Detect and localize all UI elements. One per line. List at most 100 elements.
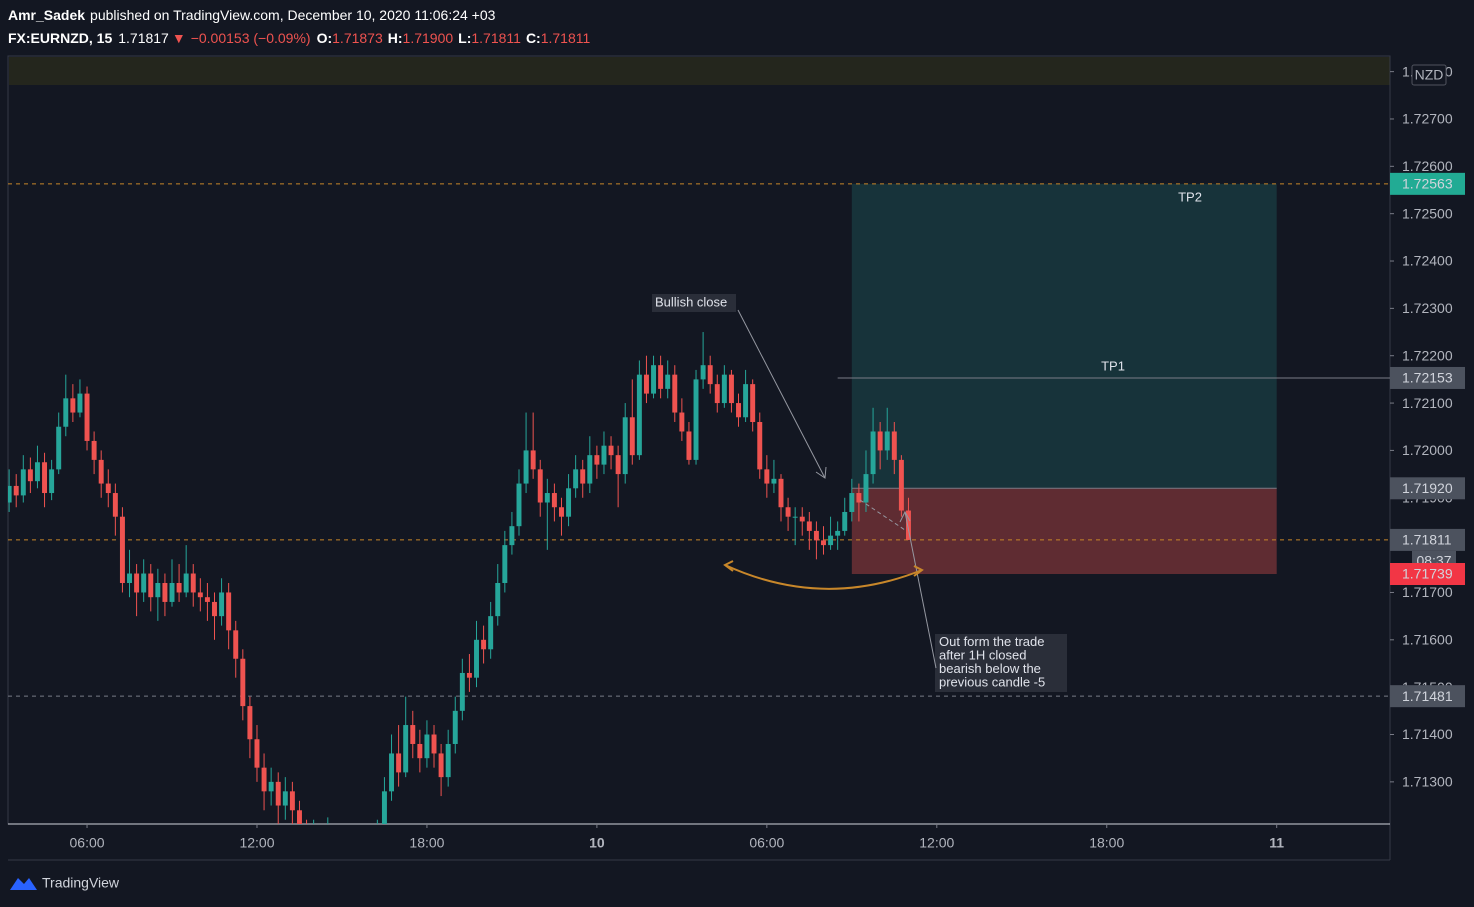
candle-body — [856, 493, 862, 503]
candle-body — [105, 483, 111, 494]
candle-body — [898, 459, 904, 511]
candle-body — [27, 469, 33, 482]
out-line: previous candle -5 — [939, 675, 1045, 690]
candle-body — [417, 743, 423, 759]
low-value: 1.71811 — [471, 30, 521, 46]
x-tick-label: 06:00 — [70, 835, 105, 851]
candle-body — [594, 455, 600, 465]
candle-body — [155, 582, 161, 598]
bullish-box — [652, 294, 736, 312]
candle-body — [686, 431, 692, 460]
brand: TradingView — [10, 875, 120, 891]
brand-name: TradingView — [42, 875, 120, 891]
candle-body — [771, 478, 777, 484]
top-band — [9, 57, 1390, 85]
position-layer — [851, 183, 1277, 574]
candle-body — [679, 412, 685, 432]
candle-body — [34, 462, 40, 482]
out-arrowhead — [899, 510, 911, 523]
candle-body — [488, 616, 494, 650]
candle-body — [20, 469, 26, 496]
candle-body — [580, 469, 586, 484]
out-line: bearish below the — [939, 661, 1041, 676]
candle-body — [502, 545, 508, 583]
out-line: after 1H closed — [939, 648, 1026, 663]
candle-body — [721, 374, 727, 404]
candle-body — [537, 469, 543, 503]
candle-body — [622, 417, 628, 475]
close-label: C: — [526, 30, 541, 46]
change: −0.00153 (−0.09%) — [191, 30, 311, 46]
x-tick-label: 06:00 — [749, 835, 784, 851]
x-tick-label: 12:00 — [919, 835, 954, 851]
stop-zone — [851, 488, 1277, 574]
candle-body — [141, 573, 147, 593]
change-arrow: ▼ — [172, 30, 186, 46]
candle-body — [42, 462, 48, 494]
candle-body — [757, 422, 763, 470]
price-label: 1.71481 — [1402, 688, 1453, 704]
candle-body — [905, 510, 911, 540]
candle-body — [608, 445, 614, 456]
candle-body — [445, 743, 451, 778]
candle-body — [601, 445, 607, 465]
candle-body — [396, 753, 402, 773]
currency-box — [1411, 64, 1447, 86]
last-price: 1.71817 — [118, 30, 169, 46]
y-tick-label: 1.71400 — [1402, 726, 1453, 742]
candle-body — [63, 398, 69, 427]
level-lines — [8, 183, 1390, 697]
candle-body — [56, 426, 62, 470]
dashed-pointer — [859, 499, 906, 531]
high-label: H: — [388, 30, 403, 46]
out-label: Out form the trade after 1H closed bearish… — [939, 634, 1045, 690]
candle-body — [403, 725, 409, 773]
x-tick-label: 10 — [589, 835, 605, 851]
candle-body — [530, 450, 536, 470]
bullish-arrowhead — [815, 466, 827, 479]
y-tick-label: 1.72500 — [1402, 205, 1453, 221]
candle-body — [587, 455, 593, 484]
open-label: O: — [317, 30, 333, 46]
candle-body — [693, 379, 699, 460]
price-label-box — [1390, 172, 1465, 195]
candle-body — [615, 455, 621, 475]
candle-body — [240, 658, 246, 707]
bullish-label: Bullish close — [655, 294, 727, 309]
currency: NZD — [1415, 67, 1444, 83]
y-tick-label: 1.72700 — [1402, 111, 1453, 127]
price-label: 1.72153 — [1402, 370, 1453, 386]
candle-body — [559, 507, 564, 517]
candle-body — [289, 791, 295, 811]
candle-body — [778, 478, 784, 508]
candle-body — [636, 374, 642, 456]
y-tick-label: 1.72600 — [1402, 158, 1453, 174]
price-label-box — [1390, 528, 1465, 551]
candle-body — [728, 374, 734, 404]
candle-body — [495, 582, 501, 617]
candle-body — [707, 365, 713, 385]
price-label: 1.71811 — [1402, 532, 1452, 548]
candle-body — [91, 440, 97, 460]
candle-body — [424, 734, 430, 759]
header-line-1: Amr_Sadek published on TradingView.com, D… — [8, 7, 496, 23]
arc-head-left — [723, 560, 734, 572]
candle-body — [169, 582, 175, 602]
candle-body — [134, 573, 140, 593]
candle-body — [431, 734, 437, 754]
candle-body — [714, 384, 720, 404]
price-label: 1.71739 — [1402, 566, 1453, 582]
candle-body — [863, 474, 869, 503]
candle-body — [389, 753, 395, 792]
close-value: 1.71811 — [541, 30, 591, 46]
open-value: 1.71873 — [332, 30, 383, 46]
y-tick-label: 1.72400 — [1402, 253, 1453, 269]
candle-body — [162, 582, 168, 602]
candles — [8, 332, 911, 824]
candle-body — [119, 516, 125, 583]
candle-body — [764, 469, 770, 484]
candle-body — [743, 384, 749, 418]
candle-body — [799, 516, 805, 522]
candle-body — [176, 582, 182, 593]
